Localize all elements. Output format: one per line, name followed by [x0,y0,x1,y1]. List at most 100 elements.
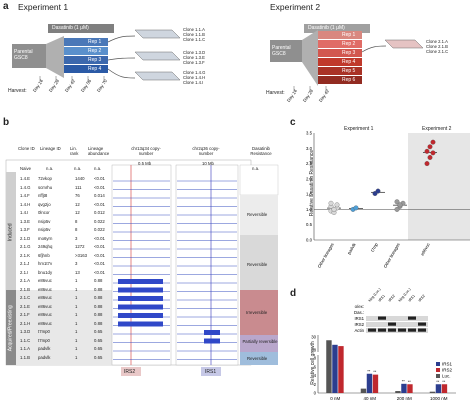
panel-c-letter: c [290,117,296,128]
gene-irs2-label: IRS2 [124,369,136,375]
experiment-2-title: Experiment 2 [270,2,321,12]
hdr-chr13: chr13q34 copy-number [131,146,161,156]
row-lineage: e86vuc [38,278,52,283]
d-bar-irs1 [332,344,338,393]
row-rank: 1 [75,312,78,317]
blot-band [408,328,416,332]
row-id: 1.1.C [20,337,31,343]
blot-col-label: IRS2 [418,294,426,303]
exp2-shade [408,133,470,240]
row-abund: 0.88 [94,320,103,326]
d-legend-swatch [436,374,440,378]
d-legend-label: IRS1 [442,362,453,367]
c-ytick: 2.5 [306,161,313,166]
row-lineage: nsip5v [38,227,51,232]
d-legend-label: IRS2 [442,368,453,373]
row-id: 2.1.J [20,261,30,266]
d-signif: ** [373,369,377,374]
panel-a-letter: a [3,1,9,12]
row-id: 2.1.G [20,244,31,249]
panel-d-ylabel: Relative cell growth [310,341,316,385]
row-lineage: t7mp0 [38,337,50,343]
d-axis-break [315,352,321,355]
exp1-rep-3: Rep 3 [88,57,102,63]
c-xtick: padvlk [346,241,357,255]
d-ytick: 30 [311,335,316,340]
d-xtick: 0 nM [330,396,340,401]
scale-chr2: 10 Mb [202,161,214,166]
d-bar-irs1 [366,373,373,393]
d-ytick: 28 [311,348,316,353]
blot-row-label: Das.: [354,310,364,315]
row-id: 1.1.B [20,354,31,360]
d-ytick: 6 [314,364,317,369]
row-rank: 1272 [75,244,85,249]
row-id: 1.3.E [20,218,31,224]
blot-row-label: IRS2 [354,322,364,327]
row-lineage: scmrhu [38,184,53,190]
hdr-resistance: Dasatinib Resistance [250,146,272,156]
naive-res: n.a. [252,166,260,171]
row-abund: 0.88 [94,295,103,300]
row-id: 2.1.I [20,269,29,275]
row-abund: 0.022 [94,218,105,224]
blot-lane [366,322,428,327]
d-bar-irs2 [441,384,448,393]
blot-band [398,328,406,332]
row-abund: <0.01 [94,176,105,181]
row-rank: 1 [75,354,78,360]
row-lineage: e86vuc [38,312,52,317]
blot-row-label: IRS1 [354,316,364,321]
exp2-rep-4: Rep 4 [342,59,356,65]
row-rank: 1 [75,346,78,351]
row-lineage: nffjt8 [38,193,48,198]
c-ytick: 0.0 [306,238,313,243]
row-id: 1.4.G [20,184,31,190]
exp1-parental-label: Parental GSC8 [14,49,33,61]
c-point [334,202,340,208]
row-abund: 0.022 [94,227,105,232]
res-reversible-1: Reversible [247,212,268,217]
row-id: 1.4.F [20,193,30,198]
naive-abund: n.a. [94,166,102,171]
exp2-harvest-label: Harvest: [266,90,285,96]
d-bar-luc [429,391,436,393]
c-point [427,144,433,150]
row-abund: <0.01 [94,235,105,241]
c-ytick: 1.5 [306,192,313,197]
exp2-rep-2: Rep 2 [342,41,356,47]
d-bar-irs1 [401,383,407,393]
gene-irs1-label: IRS1 [205,369,217,375]
exp1-rep-1: Rep 1 [88,39,102,45]
c-point [353,205,359,211]
chr13-amplification [118,287,163,293]
chr2-amplification [204,330,220,335]
blot-band [368,328,376,332]
blot-col-label: IRS1 [408,294,416,303]
exp1-drug-label: Dasatinib (1 μM) [52,25,89,31]
clone-1-1-b: Clone 1.1.B [183,32,205,37]
d-ytick: 2 [314,382,317,387]
row-rank: 8 [75,218,78,224]
row-lineage: mo6yrn [38,235,53,241]
row-abund: 0.012 [94,210,105,215]
row-abund: 0.65 [94,346,103,351]
row-abund: 0.88 [94,286,103,292]
blot-col-label: IRS1 [378,294,386,303]
row-rank: 3 [75,235,78,241]
row-id: 2.1.E [20,303,31,309]
c-xtick: e86vuc [420,241,432,256]
d-legend-label: Luc. [442,374,451,379]
row-lineage: bnu1dy [38,269,53,275]
d-xtick: 200 nM [397,396,412,401]
row-abund: <0.01 [94,269,105,275]
row-lineage: t7mp0 [38,329,50,334]
d-ytick: 0 [314,391,317,396]
c-point [394,206,400,212]
d-bar-irs2 [338,346,344,393]
blot-lane [366,328,428,333]
d-bar-luc [326,340,332,393]
d-ytick: 8 [314,356,317,361]
